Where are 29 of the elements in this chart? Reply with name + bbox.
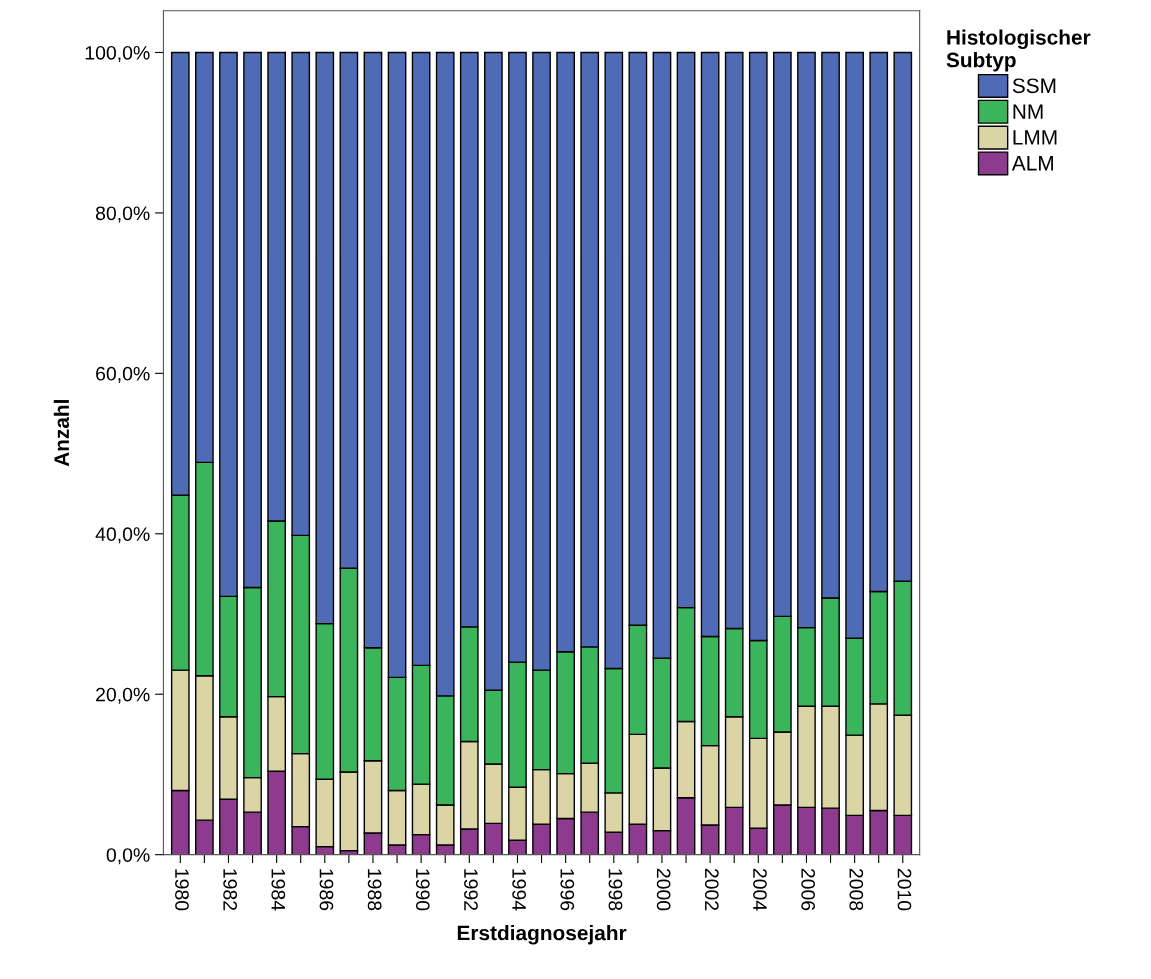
- x-tick-label: 2004: [753, 868, 767, 911]
- y-tick-label: 20,0%: [96, 687, 150, 704]
- x-tick-label: 1982: [223, 869, 238, 911]
- x-tick-label: 2000: [656, 868, 671, 911]
- x-tick-label: 1988: [367, 869, 382, 911]
- x-tick-label: 2010: [897, 868, 912, 911]
- x-tick-label: 2002: [704, 868, 719, 911]
- x-tick-label: 1998: [608, 869, 623, 911]
- x-tick-label: 1990: [415, 869, 430, 911]
- y-axis-title: Anzahl: [53, 400, 70, 467]
- x-tick-label: 2006: [801, 868, 816, 911]
- y-tick-label: 60,0%: [96, 366, 150, 383]
- x-tick-label: 1984: [271, 869, 286, 911]
- x-tick-label: 1994: [512, 869, 527, 911]
- legend-label: NM: [1013, 104, 1043, 119]
- legend-title: Histologischer Subtyp: [946, 29, 1091, 72]
- x-tick-label: 2008: [849, 868, 864, 911]
- legend-label: SSM: [1012, 78, 1056, 94]
- legend-label: LMM: [1013, 130, 1057, 145]
- x-tick-label: 1980: [175, 869, 189, 911]
- x-tick-label: 1986: [319, 869, 334, 911]
- y-tick-label: 40,0%: [95, 527, 150, 544]
- x-tick-label: 1992: [464, 869, 478, 911]
- x-tick-label: 1996: [560, 869, 575, 911]
- y-tick-label: 80,0%: [95, 206, 150, 223]
- y-tick-label: 100,0%: [85, 45, 150, 63]
- y-tick-label: 0,0%: [106, 848, 150, 865]
- legend-label: ALM: [1011, 156, 1053, 171]
- x-axis-title: Erstdiagnosejahr: [457, 925, 627, 945]
